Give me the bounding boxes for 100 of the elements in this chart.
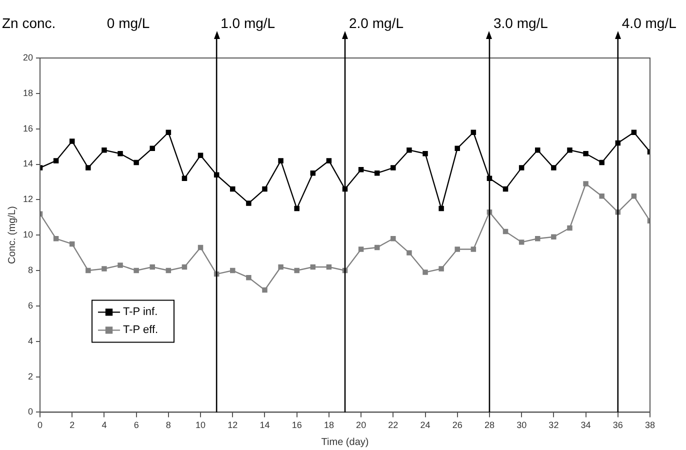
point — [535, 147, 540, 153]
point — [518, 165, 524, 170]
point — [583, 181, 588, 186]
y-tick-label: 0 — [28, 406, 34, 417]
x-tick-label: 22 — [388, 420, 398, 430]
legend-label: T-P inf. — [123, 306, 158, 318]
point — [102, 266, 107, 272]
point — [438, 266, 444, 272]
point — [166, 130, 172, 136]
point — [326, 264, 332, 270]
y-tick-label: 6 — [28, 300, 34, 310]
y-tick-label: 12 — [22, 194, 34, 204]
point — [278, 158, 284, 164]
y-tick-label: 4 — [28, 336, 34, 346]
point — [262, 287, 268, 293]
point — [134, 160, 139, 166]
point — [198, 244, 204, 250]
point — [102, 147, 107, 153]
point — [454, 246, 460, 252]
point — [502, 228, 508, 234]
point — [182, 264, 188, 270]
point — [310, 264, 316, 270]
point — [86, 165, 91, 170]
point — [150, 146, 155, 151]
point — [262, 186, 268, 192]
point — [246, 274, 252, 280]
point — [599, 194, 604, 199]
x-tick-label: 14 — [260, 420, 270, 430]
x-tick-label: 4 — [102, 420, 107, 430]
point — [567, 225, 572, 231]
point — [230, 186, 236, 192]
point — [326, 158, 332, 164]
point — [631, 130, 637, 136]
ref-line-label: 3.0 mg/L — [493, 14, 548, 31]
point — [390, 165, 396, 170]
point — [294, 206, 300, 212]
legend-label: T-P eff. — [123, 324, 158, 336]
point — [390, 236, 396, 242]
point — [150, 264, 155, 270]
x-tick-label: 28 — [484, 420, 494, 430]
point — [422, 270, 428, 275]
point — [599, 160, 604, 166]
point — [406, 250, 412, 256]
ref-line-label: 2.0 mg/L — [349, 14, 404, 31]
text: 0 mg/L — [106, 14, 150, 31]
point — [438, 206, 444, 212]
point — [358, 166, 364, 172]
point — [374, 244, 380, 250]
point — [246, 200, 252, 206]
point — [454, 146, 460, 151]
ref-line-label: 1.0 mg/L — [220, 14, 276, 31]
point — [134, 268, 139, 274]
point — [230, 268, 236, 274]
x-tick-label: 24 — [420, 420, 430, 430]
point — [631, 194, 637, 199]
x-tick-label: 38 — [644, 420, 656, 430]
x-tick-label: 0 — [38, 420, 43, 430]
x-tick-label: 8 — [166, 420, 171, 430]
y-axis-title: Conc. (mg/L) — [6, 206, 18, 264]
point — [406, 147, 412, 153]
y-tick-label: 2 — [28, 371, 34, 382]
point — [551, 165, 556, 170]
point — [567, 147, 572, 153]
text: Zn conc. — [2, 14, 56, 31]
point — [278, 264, 284, 270]
y-tick-label: 8 — [28, 265, 34, 276]
y-tick-label: 10 — [22, 230, 34, 240]
point — [502, 186, 508, 192]
x-tick-label: 16 — [292, 420, 302, 430]
ref-line-label: 4.0 mg/L — [622, 14, 677, 31]
x-tick-label: 12 — [228, 420, 238, 430]
point — [86, 268, 91, 274]
x-axis-title: Time (day) — [321, 436, 369, 448]
point — [470, 246, 476, 252]
point — [118, 262, 123, 268]
y-tick-label: 16 — [22, 123, 34, 134]
x-tick-label: 10 — [196, 420, 206, 430]
point — [53, 236, 59, 242]
point — [583, 151, 588, 156]
x-tick-label: 32 — [548, 420, 559, 430]
point — [551, 234, 556, 240]
point — [422, 151, 428, 156]
y-tick-label: 18 — [22, 88, 34, 98]
point — [198, 152, 204, 158]
y-tick-label: 20 — [22, 52, 34, 62]
point — [166, 268, 172, 274]
x-tick-label: 34 — [580, 420, 591, 430]
point — [535, 236, 540, 242]
y-tick-label: 14 — [22, 158, 34, 169]
point — [374, 170, 380, 176]
x-tick-label: 36 — [612, 420, 623, 430]
point — [118, 151, 123, 156]
x-tick-label: 20 — [356, 420, 366, 430]
x-tick-label: 26 — [452, 420, 462, 430]
point — [182, 176, 188, 182]
x-tick-label: 30 — [516, 420, 527, 430]
x-tick-label: 18 — [324, 420, 334, 430]
x-tick-label: 6 — [134, 420, 139, 430]
x-tick-label: 2 — [70, 420, 75, 430]
point — [69, 138, 75, 144]
